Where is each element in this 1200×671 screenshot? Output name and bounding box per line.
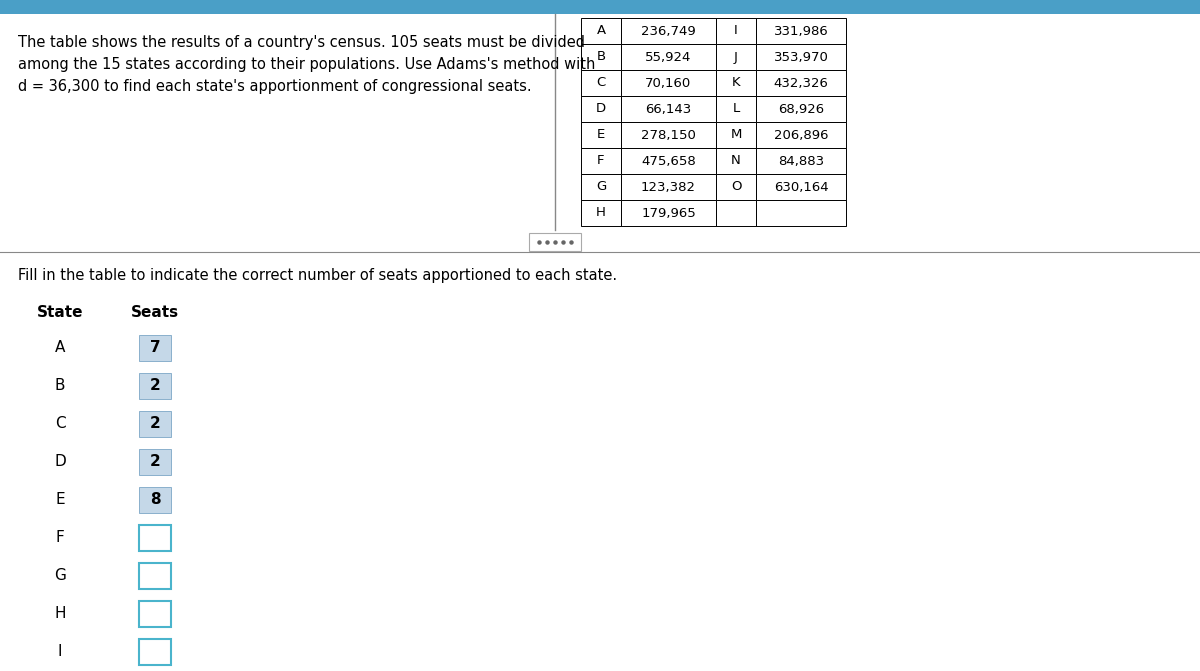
Text: H: H: [54, 607, 66, 621]
Bar: [756, 70, 846, 96]
Bar: [756, 122, 846, 148]
Bar: [139, 563, 172, 589]
Bar: [716, 200, 756, 226]
Bar: [139, 601, 172, 627]
Text: 179,965: 179,965: [641, 207, 696, 219]
Text: F: F: [55, 531, 65, 546]
Bar: [756, 96, 846, 122]
Bar: [756, 174, 846, 200]
Text: 68,926: 68,926: [778, 103, 824, 115]
Text: J: J: [734, 50, 738, 64]
Text: Fill in the table to indicate the correct number of seats apportioned to each st: Fill in the table to indicate the correc…: [18, 268, 617, 283]
Text: 353,970: 353,970: [774, 50, 828, 64]
Bar: [581, 148, 622, 174]
Bar: [139, 525, 172, 551]
Bar: [716, 18, 756, 44]
Text: A: A: [596, 25, 606, 38]
Text: B: B: [55, 378, 65, 393]
Text: 206,896: 206,896: [774, 129, 828, 142]
Bar: [139, 449, 172, 475]
Bar: [716, 174, 756, 200]
Text: d = 36,300 to find each state's apportionment of congressional seats.: d = 36,300 to find each state's apportio…: [18, 79, 532, 94]
Text: E: E: [596, 129, 605, 142]
Bar: [622, 148, 716, 174]
Text: H: H: [596, 207, 606, 219]
Text: 236,749: 236,749: [641, 25, 696, 38]
Text: 84,883: 84,883: [778, 154, 824, 168]
Text: 70,160: 70,160: [646, 76, 691, 89]
Text: The table shows the results of a country's census. 105 seats must be divided: The table shows the results of a country…: [18, 35, 586, 50]
Text: E: E: [55, 493, 65, 507]
Bar: [756, 200, 846, 226]
Text: 2: 2: [150, 378, 161, 393]
Text: N: N: [731, 154, 740, 168]
Text: L: L: [732, 103, 739, 115]
Bar: [622, 174, 716, 200]
Text: K: K: [732, 76, 740, 89]
Text: B: B: [596, 50, 606, 64]
Bar: [756, 44, 846, 70]
Bar: [581, 18, 622, 44]
Text: M: M: [731, 129, 742, 142]
Bar: [139, 411, 172, 437]
Bar: [139, 487, 172, 513]
Text: 2: 2: [150, 417, 161, 431]
Text: G: G: [596, 180, 606, 193]
Text: State: State: [37, 305, 83, 320]
Text: C: C: [55, 417, 65, 431]
Bar: [716, 148, 756, 174]
Text: 2: 2: [150, 454, 161, 470]
Text: G: G: [54, 568, 66, 584]
Text: D: D: [54, 454, 66, 470]
Text: A: A: [55, 340, 65, 356]
Bar: [622, 70, 716, 96]
Text: among the 15 states according to their populations. Use Adams's method with: among the 15 states according to their p…: [18, 57, 595, 72]
Bar: [139, 335, 172, 361]
Text: 630,164: 630,164: [774, 180, 828, 193]
Bar: [139, 639, 172, 665]
Text: 278,150: 278,150: [641, 129, 696, 142]
Text: 331,986: 331,986: [774, 25, 828, 38]
Bar: [716, 44, 756, 70]
Text: D: D: [596, 103, 606, 115]
Bar: [139, 373, 172, 399]
Bar: [529, 233, 581, 251]
Bar: [0, 0, 1200, 14]
Text: 432,326: 432,326: [774, 76, 828, 89]
Text: C: C: [596, 76, 606, 89]
Text: 475,658: 475,658: [641, 154, 696, 168]
Text: O: O: [731, 180, 742, 193]
Text: 7: 7: [150, 340, 161, 356]
Text: Seats: Seats: [131, 305, 179, 320]
Bar: [581, 44, 622, 70]
Text: 123,382: 123,382: [641, 180, 696, 193]
Bar: [622, 18, 716, 44]
Text: 55,924: 55,924: [646, 50, 691, 64]
Text: F: F: [598, 154, 605, 168]
Text: 8: 8: [150, 493, 161, 507]
Bar: [756, 148, 846, 174]
Bar: [716, 70, 756, 96]
Bar: [756, 18, 846, 44]
Bar: [622, 200, 716, 226]
Bar: [581, 122, 622, 148]
Bar: [581, 174, 622, 200]
Bar: [581, 200, 622, 226]
Text: I: I: [58, 645, 62, 660]
Bar: [581, 96, 622, 122]
Bar: [581, 70, 622, 96]
Bar: [622, 96, 716, 122]
Text: I: I: [734, 25, 738, 38]
Bar: [622, 44, 716, 70]
Text: 66,143: 66,143: [646, 103, 691, 115]
Bar: [622, 122, 716, 148]
Bar: [716, 122, 756, 148]
Bar: [716, 96, 756, 122]
